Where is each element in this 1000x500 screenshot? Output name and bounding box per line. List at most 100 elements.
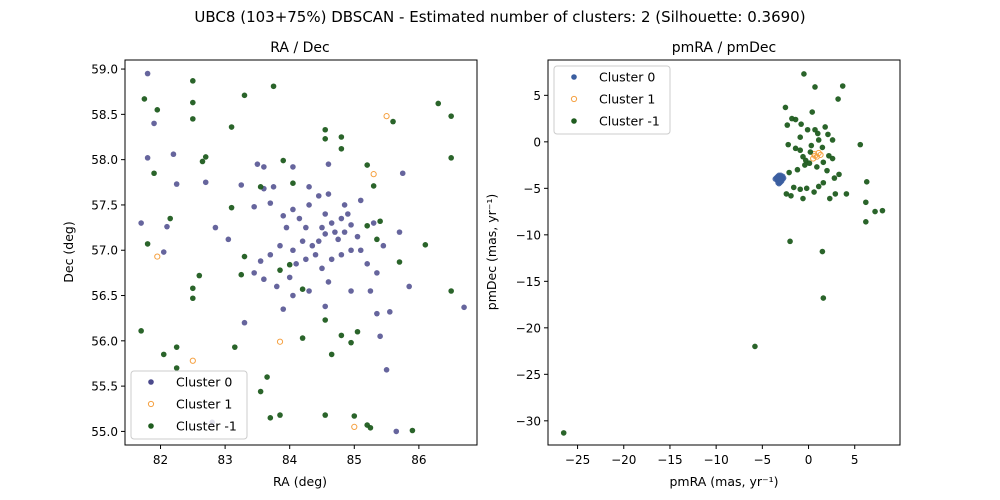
ra-dec-point-series-2-25 — [338, 145, 345, 152]
pm-point-series-2-47 — [819, 248, 826, 255]
ra-dec-point-series-0-55 — [374, 270, 380, 276]
ra-dec-point-series-2-49 — [367, 424, 374, 431]
pm-point-series-2-27 — [857, 141, 864, 148]
ra-dec-point-series-0-65 — [357, 197, 364, 204]
pm-point-series-2-3 — [835, 96, 841, 102]
pm-point-series-2-12 — [825, 131, 831, 138]
pm-point-series-2-22 — [820, 159, 827, 166]
pm-point-series-2-45 — [879, 207, 886, 214]
ra-dec-point-series-2-14 — [280, 157, 287, 164]
ra-dec-point-series-2-33 — [435, 100, 442, 107]
pm-point-series-1-5 — [810, 155, 817, 162]
ra-dec-point-series-2-24 — [338, 134, 345, 140]
ra-dec-xtick-label-3: 85 — [347, 453, 362, 467]
ra-dec-point-series-2-21 — [299, 286, 306, 292]
ra-dec-xticks: 82 83 84 85 86 — [153, 445, 427, 467]
pm-point-series-2-24 — [829, 155, 836, 162]
pm-point-series-2-44 — [872, 208, 878, 215]
ra-dec-point-series-0-39 — [277, 242, 283, 249]
ra-dec-point-series-0-51 — [338, 251, 345, 258]
pm-xlabel: pmRA (mas, yr⁻¹) — [669, 474, 778, 489]
ra-dec-point-series-0-10 — [225, 236, 232, 243]
ra-dec-point-series-2-31 — [396, 259, 403, 265]
ra-dec-point-series-2-59 — [232, 344, 238, 350]
pm-point-series-2-35 — [832, 191, 839, 197]
legend-marker-cluster-0 — [148, 379, 154, 385]
ra-dec-point-series-0-18 — [280, 213, 287, 219]
ra-dec-point-series-2-58 — [196, 272, 203, 279]
ra-dec-point-series-2-54 — [173, 344, 180, 350]
ra-dec-point-series-0-28 — [332, 229, 338, 235]
pm-point-series-2-32 — [811, 189, 817, 195]
ra-dec-point-series-0-48 — [312, 251, 319, 258]
pm-point-series-2-20 — [802, 162, 808, 168]
figure-suptitle: UBC8 (103+75%) DBSCAN - Estimated number… — [194, 8, 805, 26]
ra-dec-point-series-2-35 — [448, 155, 454, 161]
ra-dec-point-series-0-4 — [173, 181, 180, 187]
ra-dec-point-series-0-41 — [257, 258, 264, 264]
ra-dec-point-series-2-43 — [264, 374, 270, 380]
ra-dec-point-series-0-42 — [251, 270, 257, 276]
ra-dec-point-series-0-2 — [144, 155, 151, 161]
ra-dec-point-series-2-0 — [141, 96, 148, 102]
ra-dec-point-series-2-22 — [322, 126, 329, 133]
ra-dec-point-series-2-60 — [390, 118, 396, 125]
ra-dec-legend-box — [130, 370, 248, 440]
pm-ytick-label-5: −5 — [523, 182, 541, 196]
pm-point-series-2-7 — [798, 121, 804, 127]
pm-point-series-2-2 — [839, 83, 846, 89]
pm-title: pmRA / pmDec — [672, 40, 777, 56]
ra-dec-point-series-2-46 — [322, 412, 329, 418]
pm-point-series-2-39 — [788, 192, 794, 199]
ra-dec-point-series-2-53 — [160, 351, 167, 358]
ra-dec-xtick-label-2: 84 — [282, 453, 297, 467]
pm-point-series-2-48 — [820, 295, 827, 301]
ra-dec-ytick-label-3: 56.5 — [91, 289, 118, 303]
ra-dec-point-series-0-25 — [322, 211, 329, 217]
ra-dec-point-series-2-37 — [322, 317, 329, 323]
ra-dec-point-series-2-29 — [374, 236, 380, 243]
pm-point-series-2-21 — [814, 164, 820, 170]
ra-dec-legend: Cluster 0 Cluster 1 Cluster -1 — [130, 370, 248, 440]
ra-dec-point-series-2-36 — [299, 335, 306, 341]
ra-dec-ytick-label-1: 55.5 — [91, 380, 118, 394]
pm-point-series-2-16 — [797, 147, 804, 154]
ra-dec-point-series-0-17 — [267, 200, 274, 206]
ra-dec-frame — [124, 59, 478, 446]
ra-dec-point-series-2-50 — [409, 427, 416, 434]
ra-dec-point-series-0-75 — [406, 283, 412, 290]
pm-xtick-label-1: −20 — [611, 453, 636, 467]
ra-dec-title: RA / Dec — [270, 40, 329, 56]
ra-dec-point-series-2-12 — [270, 83, 277, 90]
pm-xtick-label-5: 0 — [805, 453, 813, 467]
ra-dec-ytick-label-6: 58.0 — [91, 153, 118, 167]
ra-dec-point-series-2-34 — [448, 113, 454, 119]
ra-dec-point-series-0-37 — [299, 238, 306, 244]
legend-marker-cluster-neg1 — [148, 423, 154, 429]
pm-point-series-2-37 — [843, 191, 850, 197]
legend-marker-cluster-1 — [147, 400, 155, 408]
ra-dec-point-series-2-23 — [322, 136, 329, 142]
ra-dec-point-series-0-31 — [345, 211, 351, 217]
pm-ylabel: pmDec (mas, yr⁻¹) — [484, 194, 499, 310]
ra-dec-point-series-2-56 — [190, 295, 196, 302]
ra-dec-point-series-0-36 — [309, 242, 316, 249]
ra-dec-point-series-0-22 — [303, 224, 309, 231]
pm-ytick-label-4: −10 — [516, 228, 541, 242]
ra-dec-ytick-label-0: 55.0 — [91, 425, 118, 439]
pm-point-series-1-4 — [817, 151, 824, 158]
ra-dec-point-series-0-68 — [290, 164, 296, 170]
pm-point-series-2-49 — [752, 343, 758, 350]
ra-dec-point-series-2-44 — [267, 415, 274, 421]
ra-dec-point-series-0-53 — [357, 247, 364, 254]
ra-dec-point-series-2-32 — [422, 242, 429, 248]
ra-dec-point-series-0-6 — [164, 223, 170, 230]
pm-ytick-label-0: −30 — [516, 414, 541, 428]
ra-dec-point-series-0-79 — [377, 333, 383, 340]
pm-point-series-2-56 — [814, 130, 821, 137]
pm-ytick-label-3: −15 — [516, 275, 541, 289]
ra-dec-point-series-0-27 — [328, 220, 335, 226]
ra-dec-ytick-label-8: 59.0 — [91, 63, 118, 77]
ra-dec-point-series-0-1 — [151, 120, 157, 127]
